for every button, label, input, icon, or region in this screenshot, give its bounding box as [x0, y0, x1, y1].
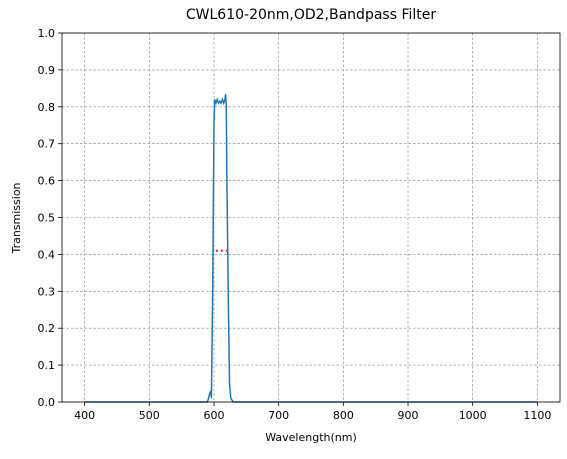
y-tick-label: 0.7	[38, 138, 56, 151]
y-tick-label: 0.8	[38, 101, 56, 114]
plot-frame	[61, 32, 561, 403]
y-tick-label: 0.3	[38, 285, 56, 298]
x-tick-label: 800	[333, 409, 354, 422]
x-axis-label: Wavelength(nm)	[265, 431, 357, 444]
y-tick-label: 0.9	[38, 64, 56, 77]
y-axis-label: Transmission	[10, 182, 23, 254]
y-tick-label: 0.6	[38, 175, 56, 188]
y-tick-label: 0.4	[38, 248, 56, 261]
y-tick-label: 0.0	[38, 396, 56, 409]
x-tick-label: 1100	[523, 409, 551, 422]
y-tick-label: 0.1	[38, 359, 56, 372]
y-tick-label: 1.0	[38, 27, 56, 40]
x-tick-label: 600	[203, 409, 224, 422]
chart-title: CWL610-20nm,OD2,Bandpass Filter	[186, 7, 436, 23]
x-tick-label: 1000	[459, 409, 487, 422]
x-tick-label: 500	[139, 409, 160, 422]
y-tick-label: 0.5	[38, 212, 56, 225]
x-tick-label: 400	[74, 409, 95, 422]
x-tick-label: 700	[268, 409, 289, 422]
x-tick-label: 900	[398, 409, 419, 422]
y-tick-label: 0.2	[38, 322, 56, 335]
data-line	[84, 93, 538, 403]
